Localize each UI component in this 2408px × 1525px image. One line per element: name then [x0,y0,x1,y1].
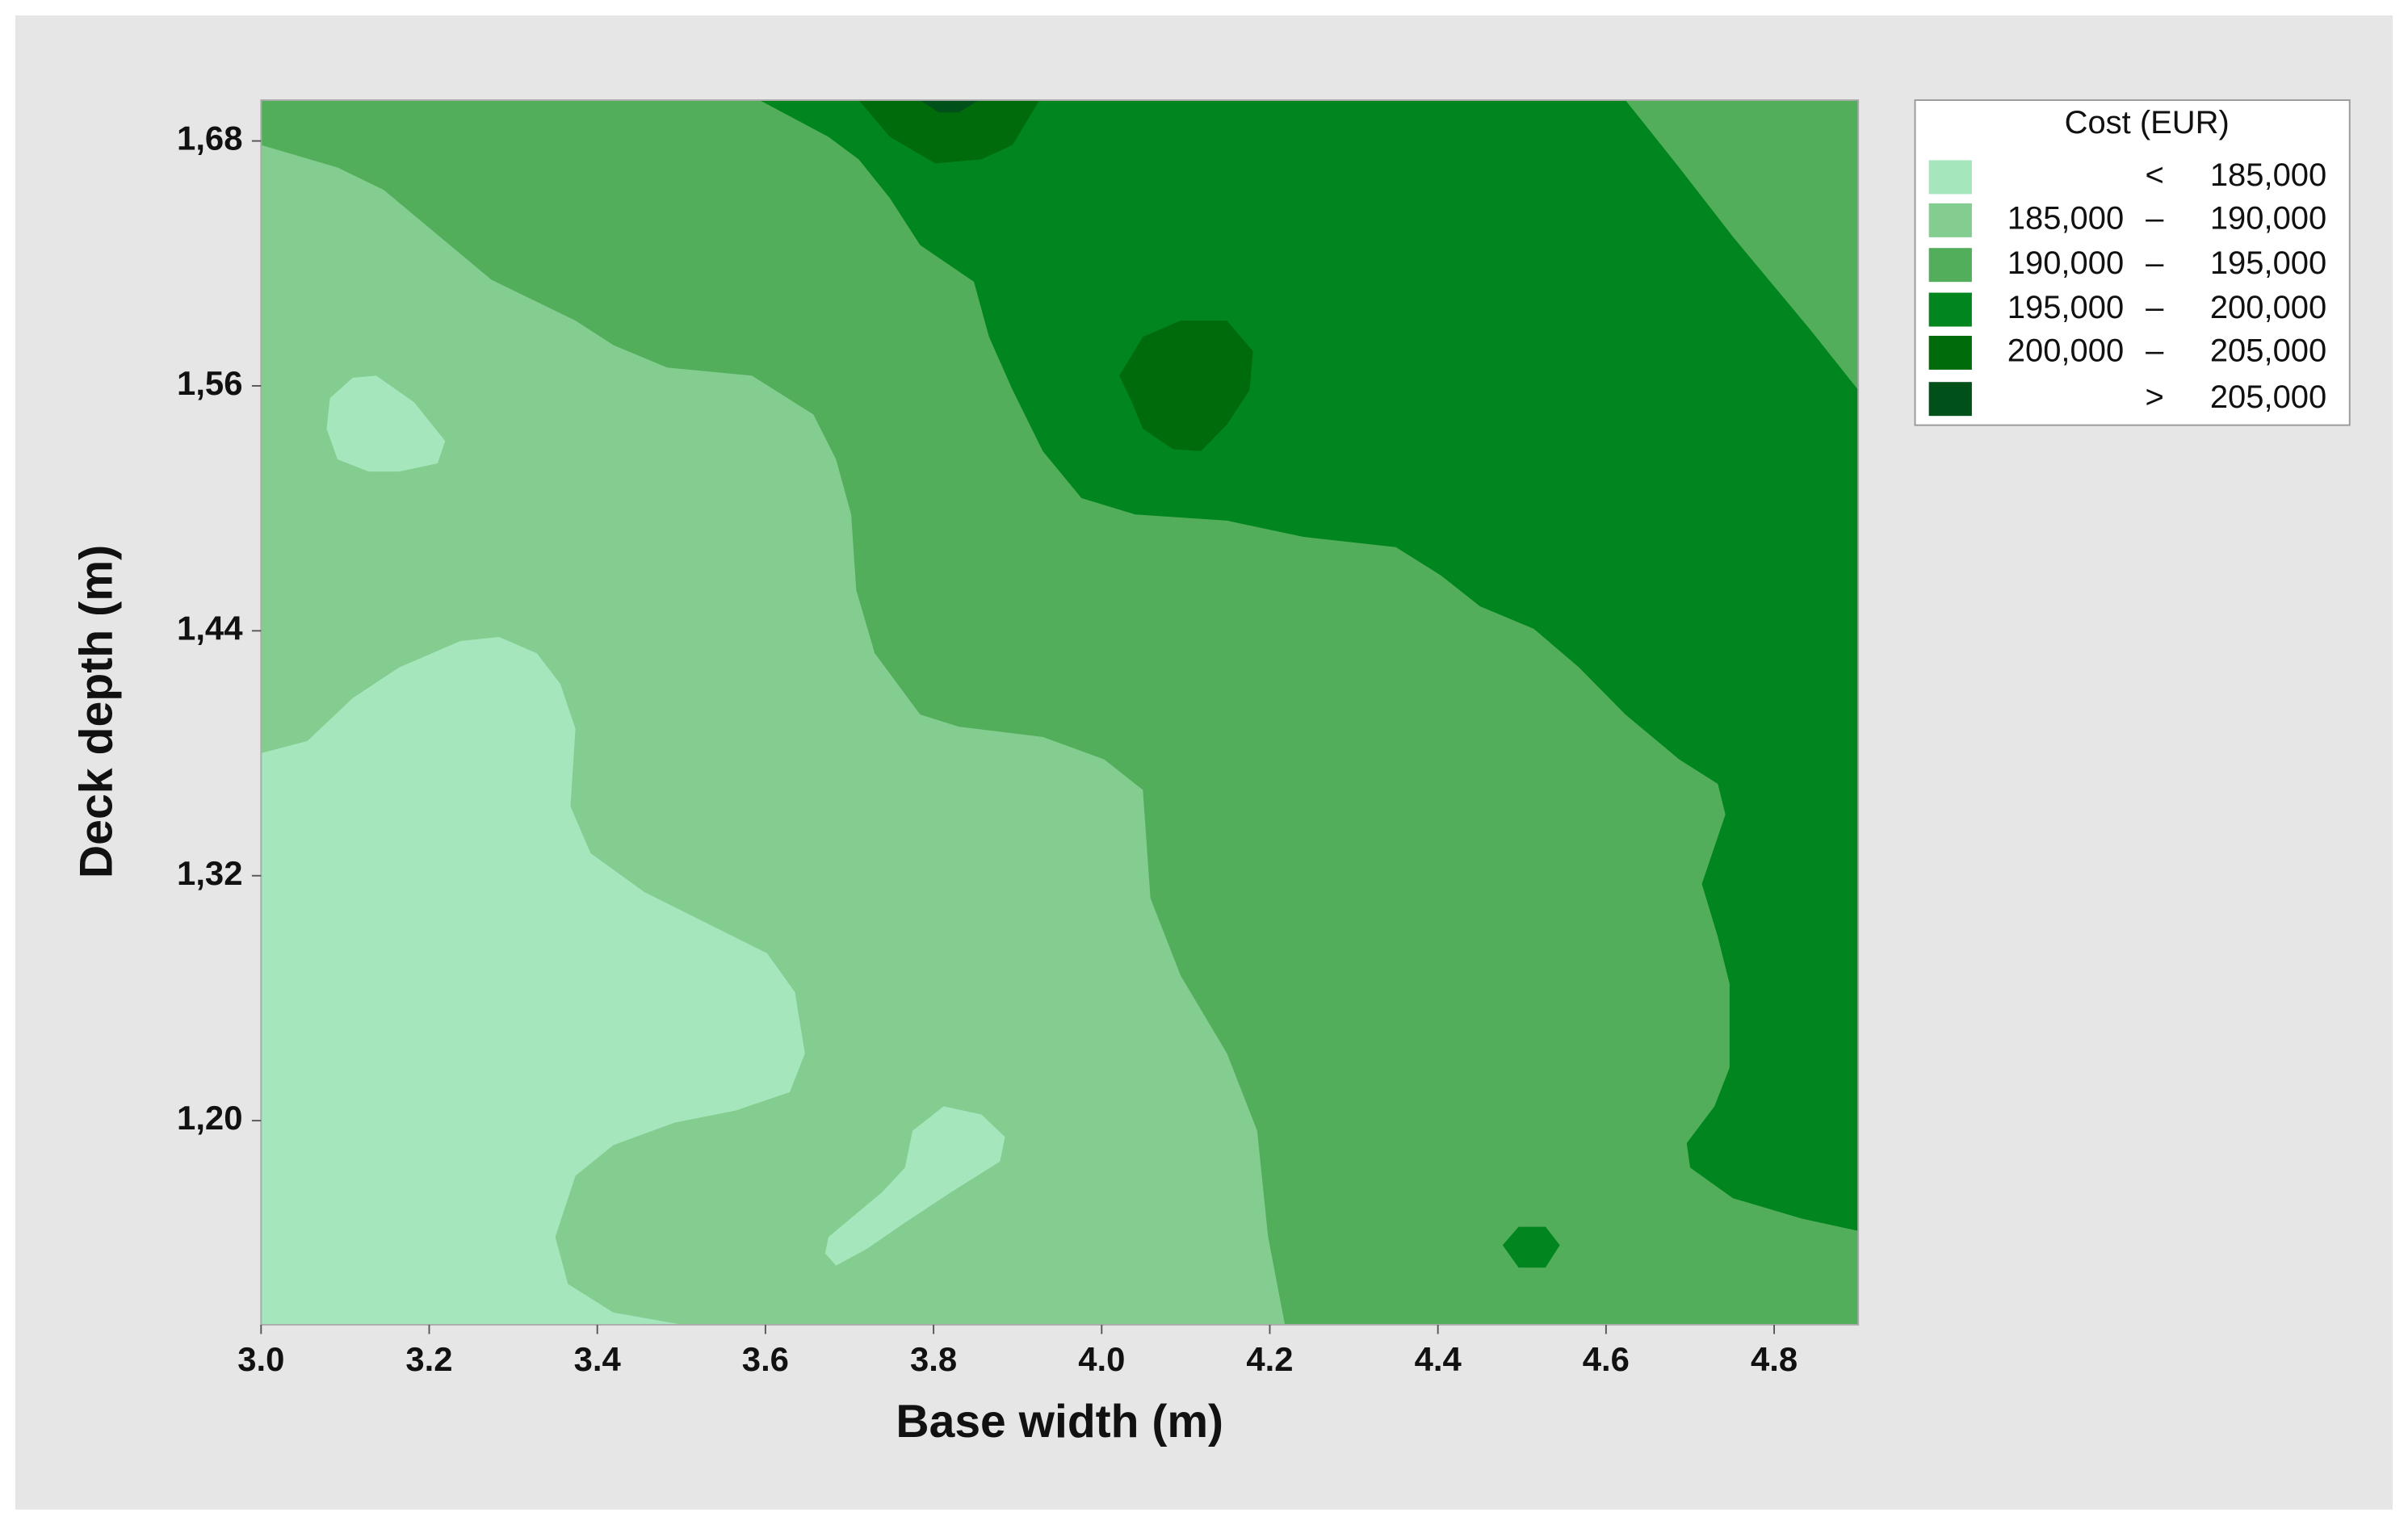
contour-region [261,636,805,1325]
y-tick-label: 1,32 [177,854,242,892]
legend-swatch [1928,160,1972,195]
x-tick-label: 3.8 [910,1340,957,1378]
legend-symbol: – [2146,245,2164,281]
legend-swatch [1928,248,1972,283]
contour-region [1502,1226,1560,1268]
legend-swatch [1928,382,1972,417]
legend-swatch [1928,335,1972,370]
contour-region [759,100,1859,1231]
x-tick-label: 3.6 [742,1340,789,1378]
legend-label: 195,000 [2007,290,2124,325]
x-tick-label: 4.6 [1583,1340,1630,1378]
contour-region [920,100,980,113]
y-tick-label: 1,20 [177,1099,242,1137]
x-tick-label: 4.8 [1751,1340,1798,1378]
legend-label: 185,000 [2210,157,2326,193]
legend-label: 195,000 [2210,245,2326,281]
x-axis-label: Base width (m) [896,1396,1223,1447]
legend-label: 190,000 [2210,200,2326,236]
y-tick-label: 1,44 [177,609,243,647]
legend-symbol: – [2146,290,2164,325]
legend-swatch [1928,292,1972,327]
legend-label: 205,000 [2210,379,2326,415]
plot-frame [260,99,1860,1326]
legend-label: 190,000 [2007,245,2124,281]
legend-label: 200,000 [2007,333,2124,368]
plot-area [261,100,1859,1325]
y-axis-label: Deck depth (m) [71,545,123,878]
y-tick-label: 1,56 [177,364,242,402]
x-tick-label: 3.2 [405,1340,452,1378]
y-tick-label: 1,68 [177,119,242,157]
legend-label: 205,000 [2210,333,2326,368]
x-tick-label: 3.4 [574,1340,622,1378]
legend-title: Cost (EUR) [2065,105,2230,140]
legend-symbol: – [2146,333,2164,368]
contour-region [1119,321,1253,451]
contour-region [326,375,446,472]
legend-symbol: – [2146,200,2164,236]
contour-region [824,1106,1005,1266]
x-tick-label: 4.4 [1415,1340,1462,1378]
x-tick-label: 4.2 [1246,1340,1293,1378]
legend-symbol: < [2146,157,2164,193]
legend-symbol: > [2146,379,2164,415]
x-tick-label: 3.0 [237,1340,284,1378]
legend-box [1914,99,2351,426]
legend-label: 200,000 [2210,290,2326,325]
contour-region [858,100,1040,164]
legend-swatch [1928,203,1972,237]
x-tick-label: 4.0 [1078,1340,1125,1378]
legend-label: 185,000 [2007,200,2124,236]
